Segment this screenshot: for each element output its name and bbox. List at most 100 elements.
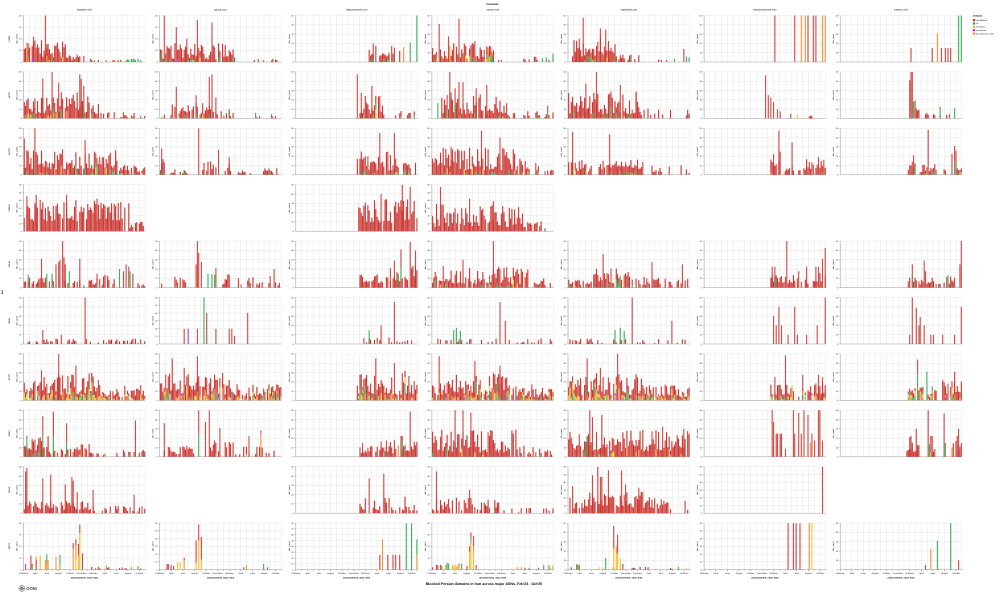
svg-text:60: 60 <box>291 534 294 537</box>
svg-text:20: 20 <box>155 381 158 384</box>
svg-text:0: 0 <box>565 568 567 571</box>
svg-text:40: 40 <box>564 24 567 27</box>
svg-text:60: 60 <box>155 296 158 299</box>
svg-text:30: 30 <box>19 484 22 487</box>
svg-text:10: 10 <box>836 334 839 337</box>
svg-text:August: August <box>533 572 540 575</box>
svg-text:30: 30 <box>291 33 294 36</box>
svg-text:June: June <box>44 572 50 575</box>
svg-text:0: 0 <box>837 456 839 459</box>
svg-text:40: 40 <box>155 136 158 139</box>
svg-text:10: 10 <box>564 164 567 167</box>
svg-text:20: 20 <box>291 99 294 102</box>
svg-text:30: 30 <box>564 259 567 262</box>
svg-text:30: 30 <box>19 315 22 318</box>
svg-text:30: 30 <box>427 484 430 487</box>
svg-text:10: 10 <box>700 390 703 393</box>
svg-text:February: February <box>564 572 574 575</box>
svg-text:40: 40 <box>19 362 22 365</box>
svg-text:50: 50 <box>700 127 703 130</box>
svg-text:obs_count: obs_count <box>560 259 563 269</box>
svg-text:30: 30 <box>427 207 430 210</box>
svg-text:10: 10 <box>155 164 158 167</box>
svg-text:10: 10 <box>427 164 430 167</box>
svg-text:30: 30 <box>700 315 703 318</box>
svg-text:0: 0 <box>429 286 431 289</box>
svg-text:August: August <box>872 572 879 575</box>
svg-text:30: 30 <box>155 320 158 323</box>
svg-text:obs_count: obs_count <box>560 485 563 495</box>
svg-text:February: February <box>633 572 643 575</box>
svg-text:20: 20 <box>19 324 22 327</box>
svg-text:20: 20 <box>836 437 839 440</box>
svg-text:40: 40 <box>427 80 430 83</box>
svg-text:30: 30 <box>19 428 22 431</box>
svg-text:50: 50 <box>836 409 839 412</box>
svg-text:10: 10 <box>836 164 839 167</box>
svg-text:obs_count: obs_count <box>696 541 699 551</box>
svg-text:20: 20 <box>836 324 839 327</box>
svg-text:0: 0 <box>156 568 158 571</box>
svg-text:50: 50 <box>427 191 430 194</box>
svg-text:40: 40 <box>19 249 22 252</box>
svg-text:10: 10 <box>700 277 703 280</box>
svg-text:40: 40 <box>700 249 703 252</box>
svg-text:40: 40 <box>19 199 22 202</box>
svg-text:tcp.timeout: tcp.timeout <box>976 29 986 32</box>
svg-text:obs_count: obs_count <box>16 259 19 269</box>
svg-text:50: 50 <box>700 240 703 243</box>
svg-text:20: 20 <box>700 99 703 102</box>
svg-text:obs_count: obs_count <box>288 485 291 495</box>
svg-text:30: 30 <box>700 428 703 431</box>
svg-text:0: 0 <box>292 117 294 120</box>
svg-text:30: 30 <box>291 315 294 318</box>
svg-text:30: 30 <box>836 33 839 36</box>
svg-text:40: 40 <box>427 475 430 478</box>
svg-text:radiofarda.com: radiofarda.com <box>621 9 638 12</box>
svg-text:50: 50 <box>700 71 703 74</box>
svg-text:0: 0 <box>20 343 22 346</box>
svg-text:10: 10 <box>700 446 703 449</box>
svg-text:April: April <box>850 572 855 575</box>
svg-text:40: 40 <box>19 136 22 139</box>
svg-text:0: 0 <box>156 399 158 402</box>
svg-text:40: 40 <box>291 418 294 421</box>
svg-text:0: 0 <box>292 61 294 64</box>
svg-text:obs_count: obs_count <box>832 428 835 438</box>
svg-text:0: 0 <box>701 61 703 64</box>
svg-text:50: 50 <box>427 409 430 412</box>
svg-text:30: 30 <box>700 371 703 374</box>
svg-text:October: October <box>474 572 482 575</box>
svg-text:December: December <box>213 572 223 575</box>
svg-text:obs_count: obs_count <box>560 90 563 100</box>
svg-text:50: 50 <box>291 539 294 542</box>
svg-text:August: August <box>941 572 948 575</box>
svg-text:April: April <box>783 572 788 575</box>
svg-text:obs_count: obs_count <box>288 90 291 100</box>
svg-text:20: 20 <box>700 268 703 271</box>
svg-text:dns.blocked: dns.blocked <box>976 19 987 22</box>
svg-text:30: 30 <box>427 428 430 431</box>
svg-text:30: 30 <box>700 489 703 492</box>
svg-text:February: February <box>89 572 99 575</box>
svg-text:30: 30 <box>291 371 294 374</box>
svg-text:50: 50 <box>19 466 22 469</box>
svg-text:0: 0 <box>156 343 158 346</box>
svg-text:50: 50 <box>564 14 567 17</box>
svg-text:40: 40 <box>836 24 839 27</box>
svg-text:obs_count: obs_count <box>832 372 835 382</box>
svg-text:10: 10 <box>291 108 294 111</box>
svg-text:obs_count: obs_count <box>832 259 835 269</box>
svg-text:10: 10 <box>700 108 703 111</box>
svg-text:0: 0 <box>701 174 703 177</box>
svg-text:0: 0 <box>701 568 703 571</box>
svg-text:0: 0 <box>701 399 703 402</box>
svg-text:20: 20 <box>155 155 158 158</box>
svg-text:asn: asn <box>1 289 4 294</box>
svg-text:20: 20 <box>564 550 567 553</box>
svg-text:50: 50 <box>19 296 22 299</box>
svg-text:60: 60 <box>564 466 567 469</box>
svg-text:58224: 58224 <box>8 543 11 550</box>
svg-text:hostname: hostname <box>486 3 499 6</box>
svg-text:obs_count: obs_count <box>152 34 155 44</box>
